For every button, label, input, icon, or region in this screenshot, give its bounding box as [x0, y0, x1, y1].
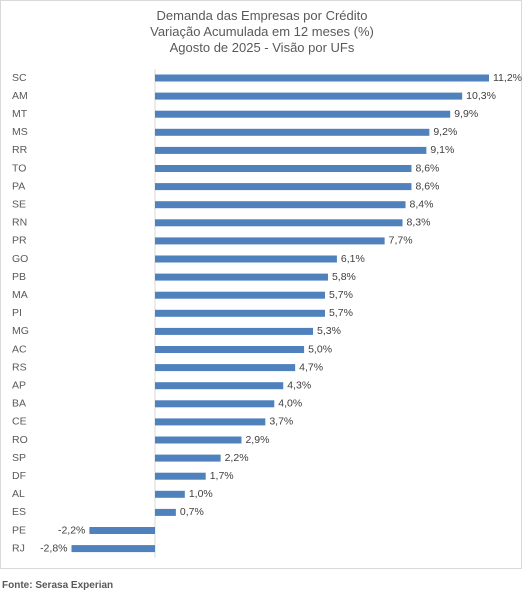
data-label: 1,0%: [189, 488, 213, 500]
category-label: SC: [12, 72, 27, 84]
data-label: 8,6%: [415, 162, 439, 174]
data-label: 3,7%: [269, 416, 293, 428]
category-label: PI: [12, 307, 22, 319]
data-label: 7,7%: [389, 235, 413, 247]
data-label: 0,7%: [180, 506, 204, 518]
source-note: Fonte: Serasa Experian: [2, 580, 114, 591]
bar: [155, 327, 314, 335]
data-label: 8,4%: [410, 198, 434, 210]
bar: [89, 527, 155, 534]
data-label: 5,8%: [332, 271, 356, 283]
data-label: -2,2%: [58, 524, 85, 536]
data-label: 2,9%: [245, 434, 269, 446]
bar: [155, 490, 185, 498]
bar-chart: SC 11,2% AM 10,3% MT 9,9% MS 9,2% RR 9,1% TO 8,6% PA…: [12, 68, 522, 558]
bar: [155, 201, 406, 209]
data-label: 1,7%: [210, 470, 234, 482]
bar: [155, 237, 385, 245]
category-label: MG: [12, 325, 29, 337]
data-label: 9,1%: [430, 144, 454, 156]
bar: [155, 92, 463, 100]
category-label: DF: [12, 470, 26, 482]
category-label: RR: [12, 144, 28, 156]
category-label: ES: [12, 506, 26, 518]
data-label: 9,2%: [433, 126, 457, 138]
chart-title-block: Demanda das Empresas por Crédito Variaçã…: [0, 8, 524, 56]
category-label: PE: [12, 524, 26, 536]
category-label: RJ: [12, 542, 25, 554]
bar: [155, 146, 427, 154]
bar: [155, 508, 176, 516]
bar: [155, 110, 451, 118]
bar: [155, 436, 242, 444]
data-label: 8,6%: [415, 180, 439, 192]
category-label: GO: [12, 253, 28, 265]
category-label: PB: [12, 271, 26, 283]
category-label: RN: [12, 217, 27, 229]
bar: [155, 219, 403, 227]
category-label: PR: [12, 235, 27, 247]
bar: [155, 346, 305, 353]
bar: [71, 545, 155, 553]
bar: [155, 364, 296, 372]
chart-subtitle-line-1: Variação Acumulada em 12 meses (%): [150, 24, 374, 39]
data-label: 5,7%: [329, 289, 353, 301]
category-label: MS: [12, 126, 28, 138]
data-label: 6,1%: [341, 253, 365, 265]
data-label: 10,3%: [466, 90, 496, 102]
category-label: CE: [12, 416, 27, 428]
bar: [155, 74, 489, 82]
bar: [155, 273, 328, 281]
data-label: 2,2%: [225, 452, 249, 464]
bar: [155, 472, 206, 480]
bar: [155, 291, 325, 299]
bar: [155, 454, 221, 462]
data-label: 4,3%: [287, 379, 311, 391]
category-label: SP: [12, 452, 26, 464]
data-label: 5,0%: [308, 343, 332, 355]
data-label: 11,2%: [493, 72, 522, 84]
category-label: BA: [12, 398, 26, 410]
category-label: SE: [12, 198, 26, 210]
bar: [155, 128, 430, 136]
category-label: MA: [12, 289, 28, 301]
chart-subtitle-line-2: Agosto de 2025 - Visão por UFs: [169, 40, 355, 55]
bar: [155, 382, 284, 390]
data-label: 8,3%: [407, 217, 431, 229]
category-label: AP: [12, 379, 26, 391]
data-label: 4,7%: [299, 361, 323, 373]
bar: [155, 255, 337, 263]
category-label: RO: [12, 434, 28, 446]
category-label: MT: [12, 108, 28, 120]
category-label: RS: [12, 361, 27, 373]
data-label: 9,9%: [454, 108, 478, 120]
category-label: AM: [12, 90, 28, 102]
data-label: -2,8%: [40, 542, 67, 554]
data-label: 4,0%: [278, 398, 302, 410]
category-label: TO: [12, 162, 26, 174]
bar: [155, 183, 412, 191]
bar: [155, 309, 325, 317]
category-label: AL: [12, 488, 25, 500]
bar: [155, 400, 275, 408]
bar: [155, 165, 412, 172]
data-label: 5,3%: [317, 325, 341, 337]
category-label: AC: [12, 343, 27, 355]
chart-title: Demanda das Empresas por Crédito: [156, 8, 368, 23]
category-label: PA: [12, 180, 25, 192]
data-label: 5,7%: [329, 307, 353, 319]
bar: [155, 418, 266, 426]
